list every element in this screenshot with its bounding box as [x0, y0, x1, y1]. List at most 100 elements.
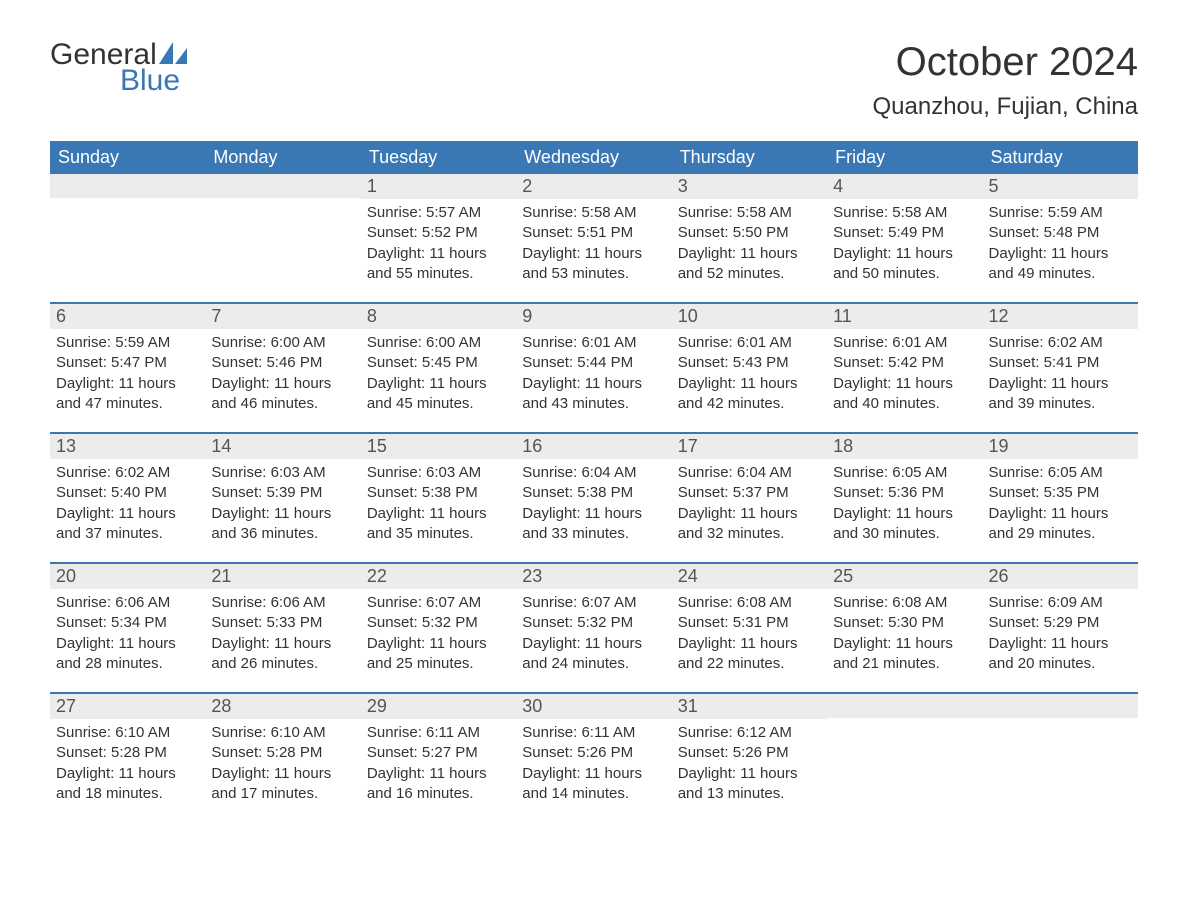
day-number: 13 — [50, 434, 205, 459]
weekday-header-row: SundayMondayTuesdayWednesdayThursdayFrid… — [50, 141, 1138, 174]
day-number: 10 — [672, 304, 827, 329]
day-number: 31 — [672, 694, 827, 719]
sunrise-text: Sunrise: 6:07 AM — [367, 593, 510, 613]
day-body: Sunrise: 5:58 AMSunset: 5:51 PMDaylight:… — [516, 199, 671, 298]
weeks-container: 1Sunrise: 5:57 AMSunset: 5:52 PMDaylight… — [50, 174, 1138, 822]
daylight-text: Daylight: 11 hours and 16 minutes. — [367, 764, 510, 805]
sunset-text: Sunset: 5:34 PM — [56, 613, 199, 633]
sunset-text: Sunset: 5:27 PM — [367, 743, 510, 763]
day-number: 5 — [983, 174, 1138, 199]
sunrise-text: Sunrise: 6:07 AM — [522, 593, 665, 613]
sunrise-text: Sunrise: 6:04 AM — [522, 463, 665, 483]
day-cell: 21Sunrise: 6:06 AMSunset: 5:33 PMDayligh… — [205, 564, 360, 692]
day-cell: 3Sunrise: 5:58 AMSunset: 5:50 PMDaylight… — [672, 174, 827, 302]
day-body: Sunrise: 6:08 AMSunset: 5:30 PMDaylight:… — [827, 589, 982, 688]
day-cell: 29Sunrise: 6:11 AMSunset: 5:27 PMDayligh… — [361, 694, 516, 822]
day-body: Sunrise: 5:59 AMSunset: 5:48 PMDaylight:… — [983, 199, 1138, 298]
day-number: 7 — [205, 304, 360, 329]
day-cell: 27Sunrise: 6:10 AMSunset: 5:28 PMDayligh… — [50, 694, 205, 822]
day-body: Sunrise: 6:06 AMSunset: 5:33 PMDaylight:… — [205, 589, 360, 688]
day-number: 29 — [361, 694, 516, 719]
day-body: Sunrise: 6:07 AMSunset: 5:32 PMDaylight:… — [361, 589, 516, 688]
sunset-text: Sunset: 5:49 PM — [833, 223, 976, 243]
sunset-text: Sunset: 5:46 PM — [211, 353, 354, 373]
day-cell: 11Sunrise: 6:01 AMSunset: 5:42 PMDayligh… — [827, 304, 982, 432]
day-number: 24 — [672, 564, 827, 589]
sunset-text: Sunset: 5:41 PM — [989, 353, 1132, 373]
week-row: 1Sunrise: 5:57 AMSunset: 5:52 PMDaylight… — [50, 174, 1138, 302]
day-body: Sunrise: 6:01 AMSunset: 5:42 PMDaylight:… — [827, 329, 982, 428]
weekday-cell: Thursday — [672, 141, 827, 174]
sunset-text: Sunset: 5:32 PM — [367, 613, 510, 633]
day-number: 16 — [516, 434, 671, 459]
day-body: Sunrise: 6:02 AMSunset: 5:40 PMDaylight:… — [50, 459, 205, 558]
sunset-text: Sunset: 5:28 PM — [211, 743, 354, 763]
day-cell: 31Sunrise: 6:12 AMSunset: 5:26 PMDayligh… — [672, 694, 827, 822]
day-number: 19 — [983, 434, 1138, 459]
day-cell: 6Sunrise: 5:59 AMSunset: 5:47 PMDaylight… — [50, 304, 205, 432]
day-body: Sunrise: 6:03 AMSunset: 5:38 PMDaylight:… — [361, 459, 516, 558]
week-row: 20Sunrise: 6:06 AMSunset: 5:34 PMDayligh… — [50, 562, 1138, 692]
sunrise-text: Sunrise: 6:08 AM — [833, 593, 976, 613]
day-cell: 8Sunrise: 6:00 AMSunset: 5:45 PMDaylight… — [361, 304, 516, 432]
day-number — [983, 694, 1138, 718]
daylight-text: Daylight: 11 hours and 13 minutes. — [678, 764, 821, 805]
day-body: Sunrise: 6:08 AMSunset: 5:31 PMDaylight:… — [672, 589, 827, 688]
sunrise-text: Sunrise: 6:10 AM — [56, 723, 199, 743]
day-number: 2 — [516, 174, 671, 199]
sunrise-text: Sunrise: 5:58 AM — [522, 203, 665, 223]
day-number: 9 — [516, 304, 671, 329]
day-cell: 24Sunrise: 6:08 AMSunset: 5:31 PMDayligh… — [672, 564, 827, 692]
day-body: Sunrise: 6:01 AMSunset: 5:43 PMDaylight:… — [672, 329, 827, 428]
sunrise-text: Sunrise: 6:08 AM — [678, 593, 821, 613]
sunset-text: Sunset: 5:42 PM — [833, 353, 976, 373]
day-cell — [983, 694, 1138, 822]
day-body: Sunrise: 6:10 AMSunset: 5:28 PMDaylight:… — [50, 719, 205, 818]
day-body: Sunrise: 6:02 AMSunset: 5:41 PMDaylight:… — [983, 329, 1138, 428]
day-cell: 22Sunrise: 6:07 AMSunset: 5:32 PMDayligh… — [361, 564, 516, 692]
sunrise-text: Sunrise: 6:02 AM — [56, 463, 199, 483]
day-number: 30 — [516, 694, 671, 719]
daylight-text: Daylight: 11 hours and 17 minutes. — [211, 764, 354, 805]
day-cell: 1Sunrise: 5:57 AMSunset: 5:52 PMDaylight… — [361, 174, 516, 302]
sunrise-text: Sunrise: 6:04 AM — [678, 463, 821, 483]
sunset-text: Sunset: 5:50 PM — [678, 223, 821, 243]
daylight-text: Daylight: 11 hours and 30 minutes. — [833, 504, 976, 545]
logo-blue-text: Blue — [120, 66, 187, 96]
day-body: Sunrise: 6:10 AMSunset: 5:28 PMDaylight:… — [205, 719, 360, 818]
day-cell: 2Sunrise: 5:58 AMSunset: 5:51 PMDaylight… — [516, 174, 671, 302]
location-text: Quanzhou, Fujian, China — [873, 93, 1139, 121]
day-body: Sunrise: 6:00 AMSunset: 5:46 PMDaylight:… — [205, 329, 360, 428]
sunset-text: Sunset: 5:44 PM — [522, 353, 665, 373]
day-body: Sunrise: 5:57 AMSunset: 5:52 PMDaylight:… — [361, 199, 516, 298]
day-cell: 18Sunrise: 6:05 AMSunset: 5:36 PMDayligh… — [827, 434, 982, 562]
day-cell: 4Sunrise: 5:58 AMSunset: 5:49 PMDaylight… — [827, 174, 982, 302]
sunrise-text: Sunrise: 6:11 AM — [367, 723, 510, 743]
sunrise-text: Sunrise: 5:58 AM — [833, 203, 976, 223]
sunset-text: Sunset: 5:26 PM — [522, 743, 665, 763]
day-body: Sunrise: 6:04 AMSunset: 5:38 PMDaylight:… — [516, 459, 671, 558]
day-number: 27 — [50, 694, 205, 719]
weekday-cell: Friday — [827, 141, 982, 174]
daylight-text: Daylight: 11 hours and 32 minutes. — [678, 504, 821, 545]
day-cell: 30Sunrise: 6:11 AMSunset: 5:26 PMDayligh… — [516, 694, 671, 822]
sunset-text: Sunset: 5:29 PM — [989, 613, 1132, 633]
day-body: Sunrise: 6:06 AMSunset: 5:34 PMDaylight:… — [50, 589, 205, 688]
sunrise-text: Sunrise: 6:01 AM — [833, 333, 976, 353]
sunset-text: Sunset: 5:39 PM — [211, 483, 354, 503]
day-body: Sunrise: 6:11 AMSunset: 5:27 PMDaylight:… — [361, 719, 516, 818]
sunrise-text: Sunrise: 5:57 AM — [367, 203, 510, 223]
sunset-text: Sunset: 5:52 PM — [367, 223, 510, 243]
sunset-text: Sunset: 5:31 PM — [678, 613, 821, 633]
sunset-text: Sunset: 5:33 PM — [211, 613, 354, 633]
day-cell: 5Sunrise: 5:59 AMSunset: 5:48 PMDaylight… — [983, 174, 1138, 302]
day-cell: 26Sunrise: 6:09 AMSunset: 5:29 PMDayligh… — [983, 564, 1138, 692]
day-number: 12 — [983, 304, 1138, 329]
day-number: 4 — [827, 174, 982, 199]
day-cell — [50, 174, 205, 302]
brand-logo: General Blue — [50, 40, 187, 96]
sunset-text: Sunset: 5:37 PM — [678, 483, 821, 503]
daylight-text: Daylight: 11 hours and 43 minutes. — [522, 374, 665, 415]
day-number: 26 — [983, 564, 1138, 589]
daylight-text: Daylight: 11 hours and 14 minutes. — [522, 764, 665, 805]
